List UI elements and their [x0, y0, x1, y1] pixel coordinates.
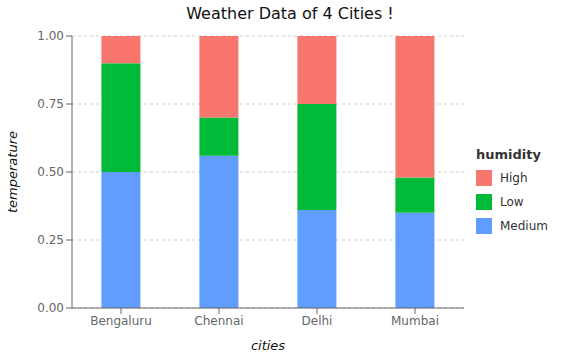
svg-text:Mumbai: Mumbai — [391, 314, 439, 328]
html-text:Low: Low — [500, 194, 524, 209]
svg-text:0.00: 0.00 — [37, 301, 64, 315]
svg-text:0.25: 0.25 — [37, 233, 64, 247]
html-text:High: High — [500, 170, 528, 185]
html-text:Weather Data of 4 Cities !: Weather Data of 4 Cities ! — [186, 4, 394, 23]
svg-text:0.50: 0.50 — [37, 165, 64, 179]
svg-text:Bengaluru: Bengaluru — [90, 314, 152, 328]
svg-text:cities: cities — [251, 338, 285, 353]
svg-text:0.75: 0.75 — [37, 97, 64, 111]
html-text:humidity: humidity — [476, 146, 541, 162]
svg-text:Chennai: Chennai — [194, 314, 243, 328]
svg-text:temperature: temperature — [8, 131, 20, 213]
svg-text:Delhi: Delhi — [302, 314, 333, 328]
svg-text:1.00: 1.00 — [37, 29, 64, 43]
html-text:Medium: Medium — [500, 218, 548, 233]
